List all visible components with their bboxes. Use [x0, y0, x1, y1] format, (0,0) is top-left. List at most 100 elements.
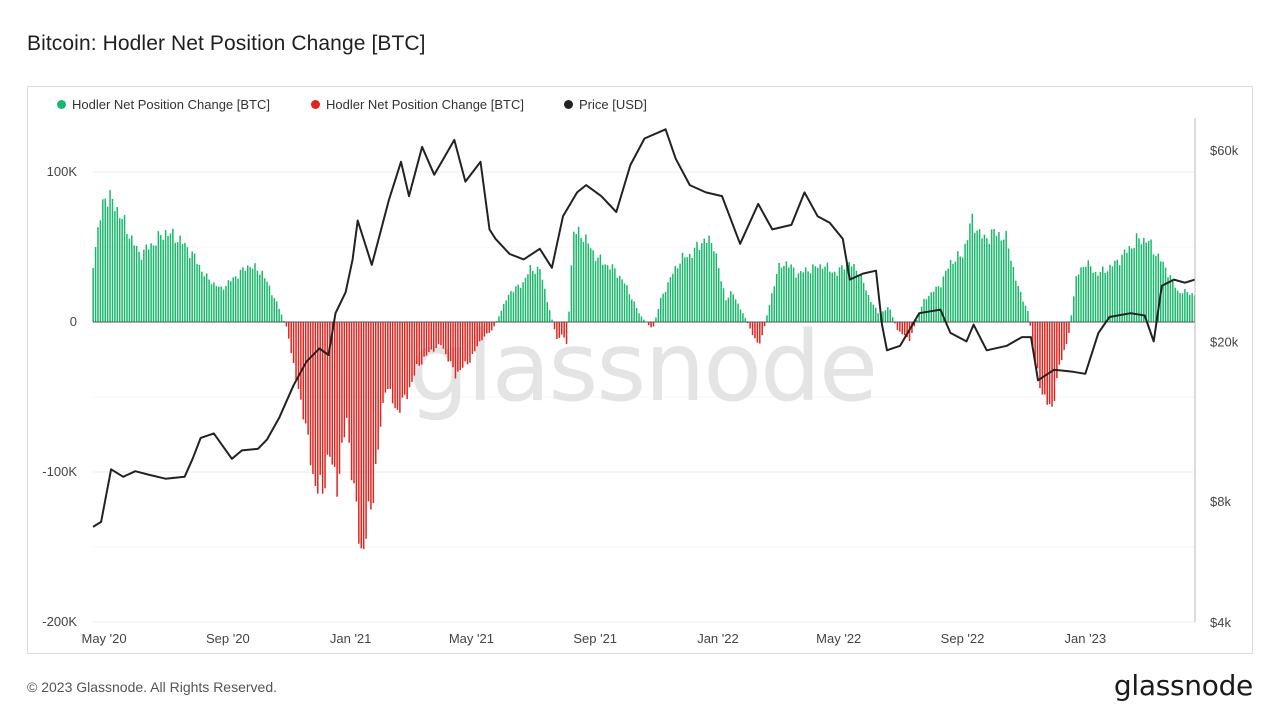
bar-194 [560, 322, 563, 335]
bar-281 [771, 293, 773, 322]
bar-255 [708, 235, 710, 322]
bar-324 [874, 307, 877, 322]
bar-405 [1070, 315, 1073, 322]
bar-292 [797, 273, 800, 322]
bar-306 [831, 272, 833, 322]
bar-105 [346, 322, 348, 418]
bar-266 [734, 299, 737, 322]
bar-128 [401, 322, 404, 398]
bar-349 [935, 286, 937, 322]
bar-189 [548, 310, 551, 322]
bar-176 [517, 284, 520, 322]
bar-428 [1126, 252, 1128, 322]
legend-item-negative[interactable]: Hodler Net Position Change [BTC] [311, 97, 524, 112]
bar-185 [539, 269, 541, 322]
bar-399 [1056, 322, 1058, 379]
bar-214 [609, 269, 611, 322]
bar-118 [377, 322, 379, 450]
bar-348 [932, 291, 935, 322]
bar-150 [454, 322, 457, 379]
bar-414 [1092, 272, 1094, 322]
bar-11 [118, 218, 121, 322]
bar-175 [515, 286, 517, 322]
left-tick-label-2: -100K [42, 464, 77, 479]
bar-91 [312, 322, 314, 474]
bar-203 [582, 241, 585, 322]
bar-395 [1046, 322, 1048, 405]
bar-202 [580, 237, 582, 322]
bar-241 [674, 266, 676, 322]
bar-297 [809, 273, 812, 322]
bar-265 [732, 294, 734, 322]
bar-316 [855, 270, 858, 322]
bar-236 [662, 293, 664, 322]
bar-392 [1039, 322, 1041, 389]
bar-251 [698, 249, 701, 322]
bar-20 [140, 259, 143, 322]
bar-101 [336, 322, 338, 497]
bar-302 [821, 268, 824, 322]
footer-logo[interactable]: glassnode [1113, 669, 1253, 702]
bar-300 [817, 267, 819, 322]
bar-249 [693, 247, 696, 322]
bar-397 [1051, 322, 1053, 407]
bar-216 [614, 268, 616, 322]
bar-429 [1128, 246, 1131, 322]
bar-169 [500, 310, 503, 322]
bar-432 [1135, 233, 1138, 322]
bar-45 [201, 271, 203, 322]
bar-32 [169, 233, 172, 322]
bar-163 [486, 322, 488, 334]
bar-408 [1077, 274, 1080, 322]
bar-410 [1082, 267, 1085, 322]
bar-183 [534, 273, 536, 322]
x-tick-label-4: Sep '21 [573, 631, 617, 646]
bar-423 [1114, 260, 1116, 322]
bar-134 [416, 322, 418, 364]
bar-267 [737, 303, 739, 322]
bar-125 [394, 322, 396, 409]
bar-308 [836, 275, 838, 322]
bar-389 [1031, 322, 1034, 350]
legend-item-positive[interactable]: Hodler Net Position Change [BTC] [57, 97, 270, 112]
bar-365 [974, 232, 976, 322]
bar-170 [503, 303, 505, 322]
legend-item-price[interactable]: Price [USD] [564, 97, 647, 112]
bar-143 [437, 322, 440, 345]
bar-244 [681, 252, 684, 322]
bar-340 [913, 322, 916, 327]
bar-398 [1053, 322, 1056, 402]
bar-415 [1094, 271, 1097, 322]
bar-112 [362, 322, 365, 550]
bar-278 [763, 322, 766, 327]
bar-31 [167, 235, 169, 322]
bar-447 [1172, 279, 1174, 322]
bar-450 [1179, 293, 1181, 322]
bar-321 [867, 294, 870, 322]
bar-331 [891, 317, 894, 322]
bar-33 [172, 228, 174, 322]
bar-351 [940, 287, 942, 322]
bar-114 [367, 322, 370, 502]
bar-103 [341, 322, 343, 443]
bar-53 [220, 286, 222, 322]
bar-269 [742, 313, 744, 322]
bar-368 [981, 238, 983, 322]
bar-271 [746, 322, 749, 324]
bar-184 [536, 266, 539, 322]
bar-41 [191, 251, 193, 322]
bar-90 [309, 322, 312, 466]
bar-79 [283, 320, 285, 322]
bar-372 [990, 229, 993, 322]
bar-256 [710, 242, 713, 322]
bar-427 [1123, 249, 1126, 322]
bar-132 [411, 322, 413, 382]
bar-78 [280, 314, 283, 322]
bar-93 [317, 322, 319, 494]
bar-85 [297, 322, 300, 389]
bar-36 [179, 235, 181, 322]
x-tick-label-5: Jan '22 [697, 631, 739, 646]
bar-291 [795, 277, 797, 322]
bar-252 [701, 243, 703, 322]
bar-149 [452, 322, 454, 368]
